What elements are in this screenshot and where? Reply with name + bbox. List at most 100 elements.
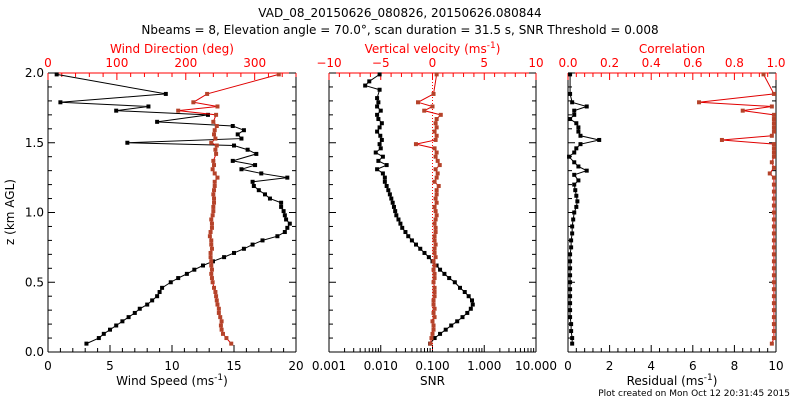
data-point	[239, 136, 244, 141]
data-point	[769, 160, 774, 165]
data-point	[210, 167, 215, 172]
data-point	[434, 192, 439, 197]
top-tick-label: 0	[429, 56, 437, 70]
data-point	[108, 327, 112, 332]
x-tick-label: 5	[106, 359, 114, 373]
data-point	[209, 242, 214, 247]
data-point	[377, 72, 382, 77]
data-point	[569, 329, 574, 334]
data-point	[212, 188, 217, 193]
data-point	[393, 209, 398, 214]
data-point	[426, 255, 431, 260]
top-tick-label: −5	[372, 56, 390, 70]
data-point	[209, 221, 214, 226]
top-tick-label: 300	[243, 56, 266, 70]
data-point	[375, 167, 380, 172]
data-point	[54, 72, 59, 77]
data-point	[382, 175, 387, 180]
data-point	[771, 196, 776, 201]
data-point	[771, 259, 776, 264]
data-point	[418, 246, 423, 251]
x-tick-label: 1.000	[467, 359, 501, 373]
data-point	[213, 147, 218, 152]
data-point	[285, 225, 290, 230]
series-line-correlation	[698, 74, 775, 344]
data-point	[208, 250, 213, 255]
data-point	[363, 83, 368, 88]
data-point	[384, 183, 389, 188]
data-point	[771, 112, 776, 117]
data-point	[431, 323, 436, 328]
data-point	[771, 308, 776, 313]
data-point	[211, 119, 216, 124]
data-point	[449, 323, 454, 328]
data-point	[377, 142, 382, 147]
data-point	[281, 209, 286, 214]
y-tick-label: 0.0	[25, 345, 44, 359]
data-point	[434, 175, 439, 180]
data-point	[771, 301, 776, 306]
data-point	[771, 273, 776, 278]
data-point	[719, 137, 724, 142]
data-point	[771, 322, 776, 327]
data-point	[251, 183, 256, 188]
data-point	[205, 91, 210, 96]
series-line-snr	[364, 73, 474, 344]
data-point	[155, 119, 160, 124]
data-point	[568, 117, 573, 122]
data-point	[433, 196, 438, 201]
data-point	[409, 238, 414, 243]
data-point	[101, 331, 106, 336]
data-point	[256, 188, 261, 193]
data-point	[572, 182, 577, 187]
data-point	[433, 209, 438, 214]
top-tick-label: 1.0	[766, 56, 785, 70]
data-point	[771, 91, 776, 96]
data-point	[771, 175, 776, 180]
data-point	[575, 199, 580, 204]
data-point	[384, 163, 389, 168]
data-point	[767, 171, 772, 176]
data-point	[214, 294, 219, 299]
data-point	[771, 287, 776, 292]
data-point	[284, 217, 289, 222]
data-point	[430, 104, 435, 109]
data-point	[209, 217, 214, 222]
top-tick-label: 0.6	[683, 56, 702, 70]
data-point	[771, 142, 776, 147]
data-point	[241, 128, 246, 133]
data-point	[433, 242, 438, 247]
data-point	[210, 280, 215, 285]
data-point	[157, 290, 162, 295]
data-point	[380, 171, 385, 176]
data-point	[387, 192, 392, 197]
data-point	[433, 255, 438, 260]
data-point	[176, 108, 181, 113]
x-axis-label: Residual (ms-1)	[627, 373, 718, 388]
top-tick-label: 0.4	[642, 56, 661, 70]
data-point	[432, 234, 437, 239]
data-point	[771, 252, 776, 257]
data-point	[771, 245, 776, 250]
data-point	[377, 87, 382, 92]
data-point	[125, 140, 130, 145]
data-point	[191, 100, 196, 105]
data-point	[432, 315, 437, 320]
data-point	[176, 276, 181, 281]
data-point	[213, 136, 218, 141]
x-tick-label: 0	[564, 359, 572, 373]
data-point	[282, 213, 287, 218]
data-point	[398, 221, 403, 226]
data-point	[276, 72, 281, 77]
top-tick-label: 0.0	[558, 56, 577, 70]
data-point	[572, 150, 577, 155]
data-point	[433, 154, 438, 159]
data-point	[572, 160, 577, 165]
data-point	[209, 225, 214, 230]
x-tick-label: 4	[647, 359, 655, 373]
data-point	[576, 125, 581, 130]
data-point	[378, 133, 383, 138]
data-point	[569, 245, 574, 250]
data-point	[263, 192, 267, 197]
data-point	[769, 341, 774, 346]
